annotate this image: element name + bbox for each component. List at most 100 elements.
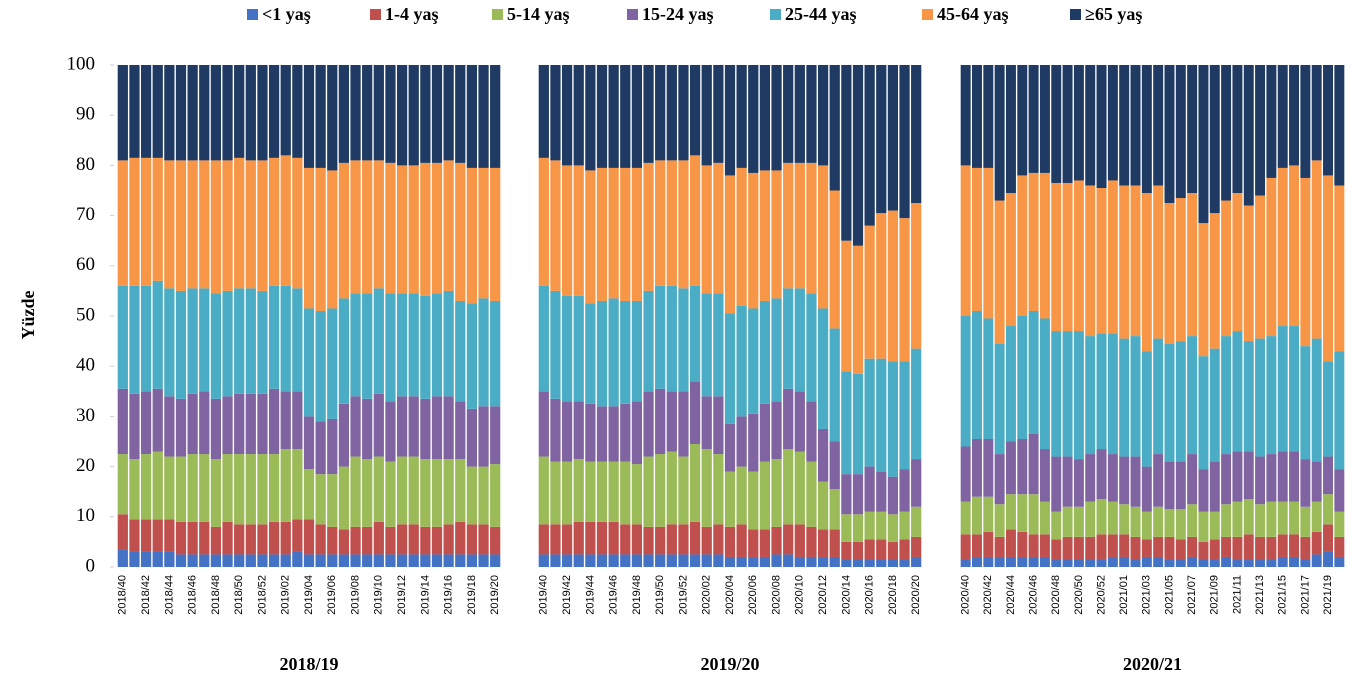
x-tick-label: 2020/48	[1050, 575, 1062, 615]
bar-segment	[994, 454, 1005, 505]
bar-segment	[655, 454, 666, 527]
bar-segment	[678, 65, 689, 161]
bar-segment	[631, 65, 643, 168]
bar-segment	[1175, 461, 1186, 510]
bar-segment	[1119, 185, 1130, 339]
bar-segment	[350, 65, 361, 161]
bar-segment	[666, 285, 677, 392]
bar-segment	[689, 65, 701, 156]
bar-segment	[899, 559, 910, 567]
y-tick-label: 30	[76, 405, 95, 426]
bar-segment	[152, 280, 163, 389]
x-tick-label: 2020/42	[982, 575, 994, 615]
bar-segment	[315, 167, 326, 311]
x-tick-label: 2020/18	[887, 575, 899, 615]
x-tick-label: 2021/09	[1209, 575, 1221, 615]
bar-segment	[960, 65, 971, 166]
bar-segment	[175, 554, 187, 567]
bar-segment	[1255, 456, 1266, 505]
bar-segment	[1323, 494, 1333, 525]
bar-segment	[794, 451, 805, 525]
bar-segment	[783, 288, 794, 389]
bar-segment	[736, 305, 747, 417]
bar-segment	[1187, 65, 1198, 194]
bar-segment	[1073, 331, 1084, 460]
x-tick-label: 2021/03	[1141, 575, 1153, 615]
bar-segment	[724, 175, 736, 314]
bar-segment	[736, 167, 747, 306]
bar-segment	[1164, 65, 1175, 204]
bar-segment	[164, 160, 175, 289]
bar-segment	[1028, 433, 1039, 495]
bar-segment	[1300, 346, 1311, 460]
bar-segment	[455, 65, 466, 163]
bar-segment	[257, 65, 268, 161]
bar-segment	[1085, 501, 1096, 537]
x-tick-label: 2020/46	[1028, 575, 1040, 615]
bar-segment	[1096, 534, 1107, 560]
bar-segment	[327, 526, 338, 555]
bar-segment	[1085, 536, 1096, 560]
bar-segment	[829, 441, 840, 490]
bar-segment	[292, 519, 303, 552]
bar-segment	[643, 526, 654, 555]
legend-label: 25-44 yaş	[785, 4, 857, 24]
bar-segment	[1334, 351, 1345, 470]
bar-segment	[1107, 534, 1118, 557]
bar-segment	[983, 167, 994, 319]
bar-segment	[234, 157, 245, 289]
bar-segment	[187, 65, 198, 161]
bar-segment	[748, 308, 759, 414]
bar-segment	[1198, 469, 1209, 512]
bar-segment	[1175, 198, 1186, 342]
bar-segment	[303, 469, 315, 520]
bar-segment	[490, 406, 501, 465]
bar-segment	[983, 556, 994, 567]
bar-segment	[1311, 554, 1322, 567]
bar-segment	[140, 454, 152, 520]
bar-segment	[280, 65, 291, 156]
bar-segment	[759, 403, 771, 462]
bar-segment	[701, 526, 712, 555]
bar-segment	[338, 65, 350, 163]
bar-segment	[187, 521, 198, 555]
bar-segment	[561, 461, 573, 525]
bar-segment	[972, 438, 982, 497]
bar-segment	[596, 461, 608, 522]
bar-segment	[724, 556, 736, 567]
bar-segment	[911, 348, 922, 460]
bar-segment	[420, 398, 431, 460]
bar-segment	[385, 526, 396, 555]
bar-segment	[994, 200, 1005, 344]
bar-segment	[1323, 456, 1333, 495]
bar-segment	[538, 391, 549, 457]
bar-segment	[327, 474, 338, 527]
bar-segment	[573, 521, 584, 555]
bar-segment	[292, 288, 303, 392]
bar-segment	[829, 190, 840, 329]
bar-segment	[864, 559, 875, 567]
bar-segment	[631, 464, 643, 525]
legend-label: 45-64 yaş	[937, 4, 1009, 24]
bar-segment	[1005, 65, 1016, 194]
bar-segment	[1107, 556, 1118, 567]
bar-segment	[724, 313, 736, 424]
bar-segment	[268, 157, 280, 286]
bar-segment	[748, 172, 759, 309]
bar-segment	[1141, 556, 1152, 567]
bar-segment	[210, 160, 222, 294]
bar-segment	[1130, 559, 1141, 567]
bar-segment	[327, 65, 338, 171]
bar-segment	[1062, 506, 1073, 537]
x-tick-label: 2020/20	[910, 575, 922, 615]
bar-segment	[1334, 511, 1345, 537]
bar-segment	[455, 521, 466, 555]
bar-segment	[550, 524, 561, 555]
bar-segment	[620, 300, 631, 404]
bar-segment	[431, 293, 443, 397]
x-tick-label: 2019/02	[280, 575, 292, 615]
x-tick-label: 2021/19	[1322, 575, 1334, 615]
bar-segment	[187, 393, 198, 455]
bar-segment	[1198, 511, 1209, 542]
